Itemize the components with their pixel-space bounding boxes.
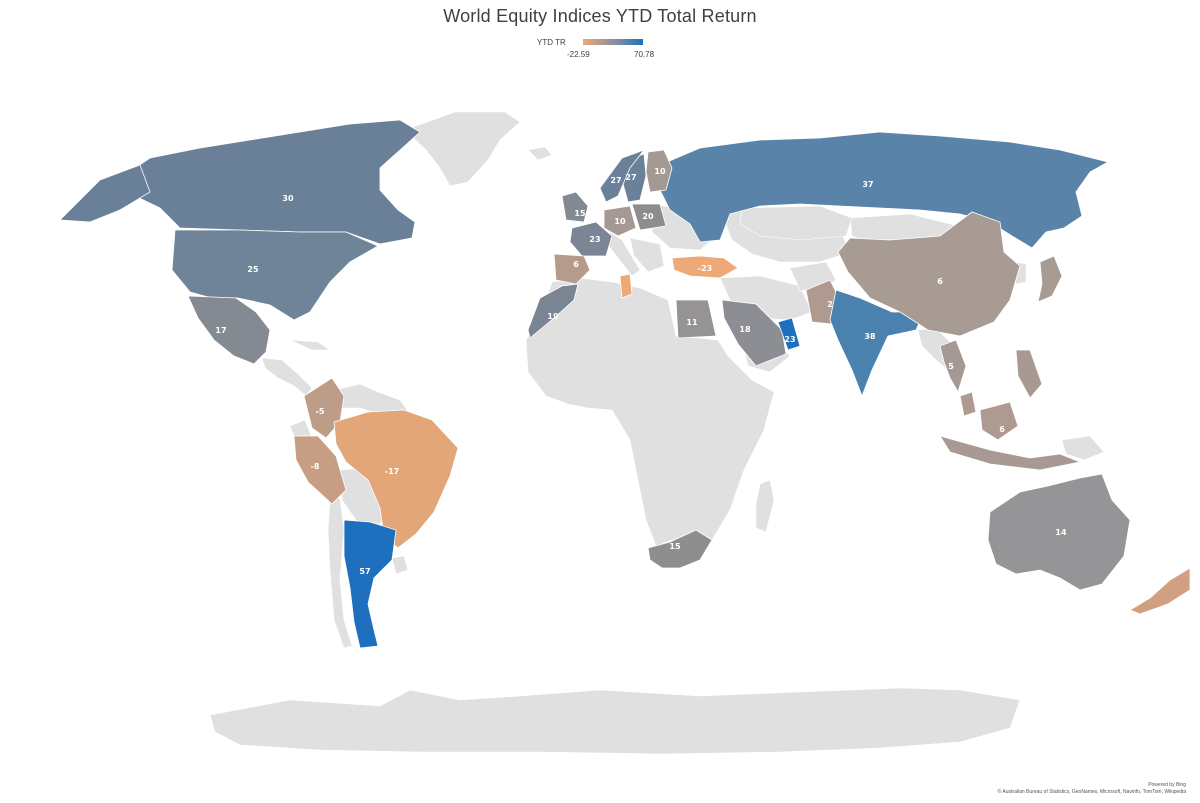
country-alaska[interactable]	[59, 164, 151, 223]
uruguay	[391, 555, 409, 575]
value-label-thailand: 5	[948, 362, 954, 371]
country-thailand[interactable]	[939, 339, 967, 394]
value-label-uk: 15	[574, 209, 586, 218]
legend-gradient-bar	[583, 39, 643, 45]
country-japan[interactable]	[1037, 255, 1063, 303]
value-label-south-africa: 15	[669, 542, 681, 551]
kazakhstan	[739, 205, 853, 241]
country-india[interactable]	[829, 289, 925, 398]
value-label-india: 38	[864, 332, 876, 341]
country-spain[interactable]	[553, 253, 591, 285]
country-norway[interactable]	[599, 149, 646, 203]
value-label-spain: 6	[573, 260, 579, 269]
country-uae[interactable]	[777, 317, 801, 351]
madagascar	[755, 479, 775, 533]
value-label-pakistan: 2	[827, 300, 833, 309]
chile	[327, 497, 353, 649]
antarctica	[209, 687, 1021, 755]
country-argentina[interactable]	[343, 519, 397, 649]
legend-min-value: -22.59	[567, 50, 590, 59]
value-label-norway: 27	[610, 176, 621, 185]
value-label-poland: 20	[642, 212, 654, 221]
country-russia[interactable]	[659, 131, 1110, 249]
country-china[interactable]	[837, 211, 1021, 337]
value-label-turkey: -23	[698, 264, 712, 273]
central-america	[261, 357, 313, 397]
value-label-peru: -8	[311, 462, 320, 471]
map-attribution: Powered by Bing © Australian Bureau of S…	[886, 782, 1186, 796]
country-malaysia[interactable]	[959, 391, 1019, 441]
country-peru[interactable]	[293, 435, 347, 505]
value-label-australia: 14	[1055, 528, 1067, 537]
color-legend: YTD TR -22.59 70.78	[537, 37, 667, 63]
png	[1061, 435, 1105, 461]
powered-by-text: Powered by Bing	[1148, 782, 1186, 788]
attribution-text: © Australian Bureau of Statistics, GeoNa…	[997, 789, 1186, 795]
country-france[interactable]	[569, 221, 613, 257]
country-mexico[interactable]	[187, 295, 271, 365]
country-brazil[interactable]	[333, 409, 459, 549]
legend-max-value: 70.78	[634, 50, 655, 59]
country-new-zealand[interactable]	[1129, 567, 1191, 615]
country-tunisia[interactable]	[619, 273, 633, 299]
country-indonesia[interactable]	[939, 435, 1082, 471]
country-canada[interactable]	[109, 119, 421, 245]
value-label-sweden: 27	[625, 173, 636, 182]
value-label-germany: 10	[614, 217, 626, 226]
value-label-russia: 37	[862, 180, 873, 189]
value-label-saudi: 18	[739, 325, 751, 334]
country-germany[interactable]	[603, 205, 637, 237]
iceland	[527, 146, 553, 161]
country-saudi[interactable]	[721, 299, 787, 367]
balkans	[629, 237, 665, 273]
value-label-finland: 10	[654, 167, 666, 176]
value-label-france: 23	[589, 235, 600, 244]
value-label-colombia: -5	[316, 407, 325, 416]
value-label-china: 6	[937, 277, 943, 286]
value-label-mexico: 17	[215, 326, 226, 335]
country-turkey[interactable]	[671, 255, 739, 279]
country-morocco[interactable]	[527, 283, 579, 339]
country-poland[interactable]	[631, 203, 667, 231]
value-label-canada: 30	[282, 194, 294, 203]
country-uk[interactable]	[561, 191, 589, 223]
country-egypt[interactable]	[675, 299, 717, 339]
value-label-argentina: 57	[359, 567, 370, 576]
country-philippines[interactable]	[1015, 349, 1043, 399]
cuba	[289, 339, 331, 351]
greenland	[404, 111, 521, 187]
value-label-morocco: 19	[547, 312, 559, 321]
value-label-usa: 25	[247, 265, 259, 274]
value-label-uae: 23	[784, 335, 795, 344]
value-label-malaysia: 6	[999, 425, 1005, 434]
value-label-egypt: 11	[686, 318, 698, 327]
legend-label: YTD TR	[537, 38, 566, 47]
map-title: World Equity Indices YTD Total Return	[443, 6, 757, 26]
value-label-brazil: -17	[385, 467, 399, 476]
country-south-africa[interactable]	[647, 529, 713, 569]
country-australia[interactable]	[987, 473, 1131, 591]
